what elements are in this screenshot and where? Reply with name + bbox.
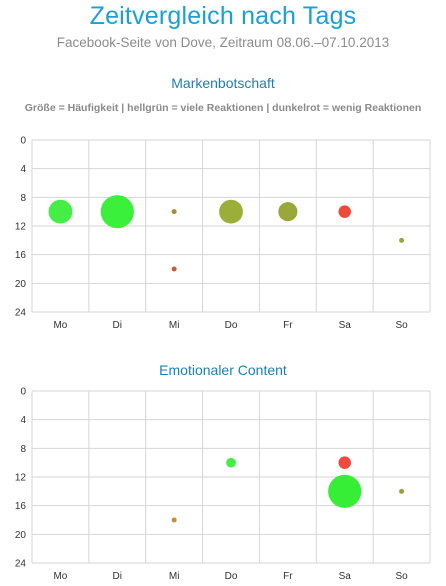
y-tick-label: 24 (15, 308, 27, 319)
chart-title-markenbotschaft: Markenbotschaft (171, 75, 275, 91)
x-tick-label: So (395, 320, 408, 331)
y-tick-label: 20 (15, 530, 27, 541)
x-tick-label: Di (113, 571, 122, 582)
data-point (226, 457, 236, 468)
chart-title-emotionaler-content: Emotionaler Content (159, 362, 287, 378)
data-point (399, 237, 405, 243)
y-tick-label: 8 (20, 193, 26, 204)
x-tick-label: So (395, 571, 408, 582)
page-subtitle: Facebook-Seite von Dove, Zeitraum 08.06.… (56, 35, 390, 50)
data-point (399, 488, 405, 494)
data-point (338, 456, 351, 469)
x-tick-label: Mo (53, 320, 67, 331)
x-tick-label: Sa (339, 571, 352, 582)
x-tick-label: Mi (169, 320, 180, 331)
y-tick-label: 16 (15, 501, 27, 512)
data-point (171, 209, 177, 215)
y-tick-label: 4 (20, 164, 26, 175)
chart-markenbotschaft: 0 4 8 12 16 20 24 Mo Di Mi Do Fr Sa So (15, 136, 431, 331)
page-title: Zeitvergleich nach Tags (89, 2, 357, 30)
y-tick-label: 12 (15, 473, 27, 484)
chart-emotionaler-content: 0 4 8 12 16 20 24 Mo Di Mi Do Fr Sa So (15, 387, 431, 582)
x-tick-label: Sa (339, 320, 352, 331)
data-point (100, 195, 134, 229)
y-tick-label: 20 (15, 279, 27, 290)
data-point (338, 205, 351, 218)
y-tick-label: 24 (15, 559, 27, 570)
data-point (171, 266, 177, 272)
y-tick-label: 0 (20, 387, 26, 398)
data-point (48, 199, 73, 224)
y-tick-label: 12 (15, 222, 27, 233)
data-point (328, 474, 362, 508)
y-tick-label: 8 (20, 444, 26, 455)
x-tick-label: Do (225, 320, 238, 331)
x-tick-label: Mo (53, 571, 67, 582)
x-tick-label: Fr (283, 320, 293, 331)
data-point (278, 202, 298, 222)
x-tick-label: Fr (283, 571, 293, 582)
y-tick-label: 4 (20, 415, 26, 426)
y-tick-label: 0 (20, 136, 26, 147)
x-tick-label: Di (113, 320, 122, 331)
x-tick-label: Do (225, 571, 238, 582)
data-point (171, 517, 177, 523)
x-tick-label: Mi (169, 571, 180, 582)
y-tick-label: 16 (15, 250, 27, 261)
data-point (219, 199, 243, 224)
legend-note: Größe = Häufigkeit | hellgrün = viele Re… (24, 102, 422, 114)
